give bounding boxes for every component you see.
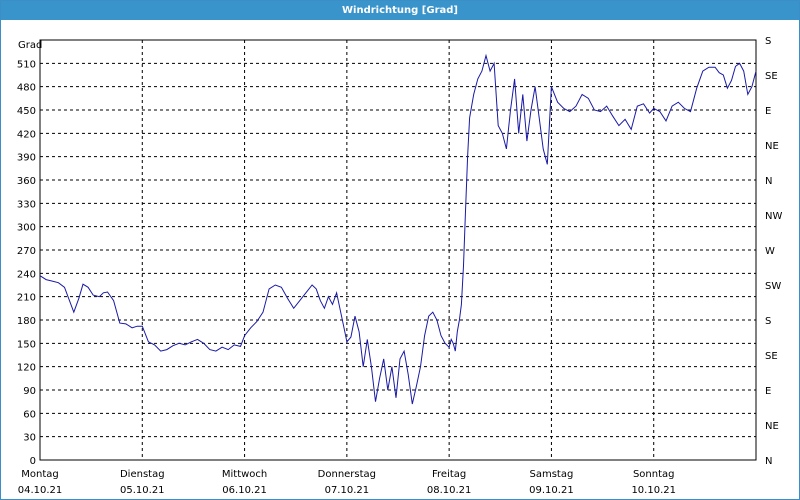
y-tick-label: 480 bbox=[17, 83, 36, 94]
window-title: Windrichtung [Grad] bbox=[1, 1, 799, 20]
x-tick-day: Mittwoch bbox=[222, 469, 267, 480]
right-tick-label: S bbox=[765, 36, 771, 47]
right-tick-label: SE bbox=[765, 71, 778, 82]
x-tick-date: 08.10.21 bbox=[427, 485, 472, 496]
x-tick-day: Donnerstag bbox=[318, 469, 376, 480]
x-tick-labels: Montag 04.10.21 Dienstag 05.10.21 Mittwoch 06… bbox=[18, 469, 676, 496]
right-tick-label: NE bbox=[765, 421, 779, 432]
y-tick-label: 90 bbox=[23, 386, 36, 397]
y-tick-label: 150 bbox=[17, 339, 36, 350]
right-tick-label: SE bbox=[765, 351, 778, 362]
right-tick-labels: N NE E SE S SW W NW N NE E SE S bbox=[765, 36, 782, 467]
y-tick-label: 450 bbox=[17, 106, 36, 117]
grid-lines bbox=[40, 40, 756, 460]
right-tick-label: E bbox=[765, 386, 771, 397]
y-tick-label: 120 bbox=[17, 363, 36, 374]
y-tick-labels: 0 30 60 90 120 150 180 210 240 270 300 330 360 390 420… bbox=[17, 59, 36, 467]
x-tick-day: Dienstag bbox=[120, 469, 165, 480]
right-tick-label: E bbox=[765, 106, 771, 117]
wind-direction-series-line bbox=[39, 53, 757, 405]
right-tick-label: N bbox=[765, 456, 772, 467]
y-tick-label: 420 bbox=[17, 129, 36, 140]
x-tick-date: 07.10.21 bbox=[325, 485, 370, 496]
y-tick-label: 240 bbox=[17, 269, 36, 280]
y-tick-label: 0 bbox=[30, 456, 36, 467]
y-tick-label: 30 bbox=[23, 433, 36, 444]
y-tick-label: 210 bbox=[17, 293, 36, 304]
y-tick-label: 270 bbox=[17, 246, 36, 257]
plot-area bbox=[39, 39, 757, 461]
y-tick-label: 360 bbox=[17, 176, 36, 187]
right-tick-label: NE bbox=[765, 141, 779, 152]
x-tick-date: 04.10.21 bbox=[18, 485, 63, 496]
y-tick-label: 60 bbox=[23, 409, 36, 420]
right-tick-label: W bbox=[765, 246, 775, 257]
y-tick-label: 390 bbox=[17, 153, 36, 164]
x-tick-date: 10.10.21 bbox=[631, 485, 676, 496]
y-tick-label: 330 bbox=[17, 199, 36, 210]
y-tick-label: 510 bbox=[17, 59, 36, 70]
x-tick-day: Montag bbox=[21, 469, 58, 480]
x-tick-day: Sonntag bbox=[633, 469, 675, 480]
y-tick-label: 300 bbox=[17, 223, 36, 234]
x-tick-date: 05.10.21 bbox=[120, 485, 165, 496]
right-tick-label: NW bbox=[765, 211, 782, 222]
x-tick-day: Samstag bbox=[530, 469, 574, 480]
y-tick-label: 180 bbox=[17, 316, 36, 327]
x-tick-day: Freitag bbox=[432, 469, 466, 480]
right-tick-label: N bbox=[765, 176, 772, 187]
right-tick-label: S bbox=[765, 316, 771, 327]
y-axis-label: Grad bbox=[18, 40, 42, 51]
right-tick-label: SW bbox=[765, 281, 781, 292]
x-tick-date: 06.10.21 bbox=[222, 485, 267, 496]
x-tick-date: 09.10.21 bbox=[529, 485, 574, 496]
